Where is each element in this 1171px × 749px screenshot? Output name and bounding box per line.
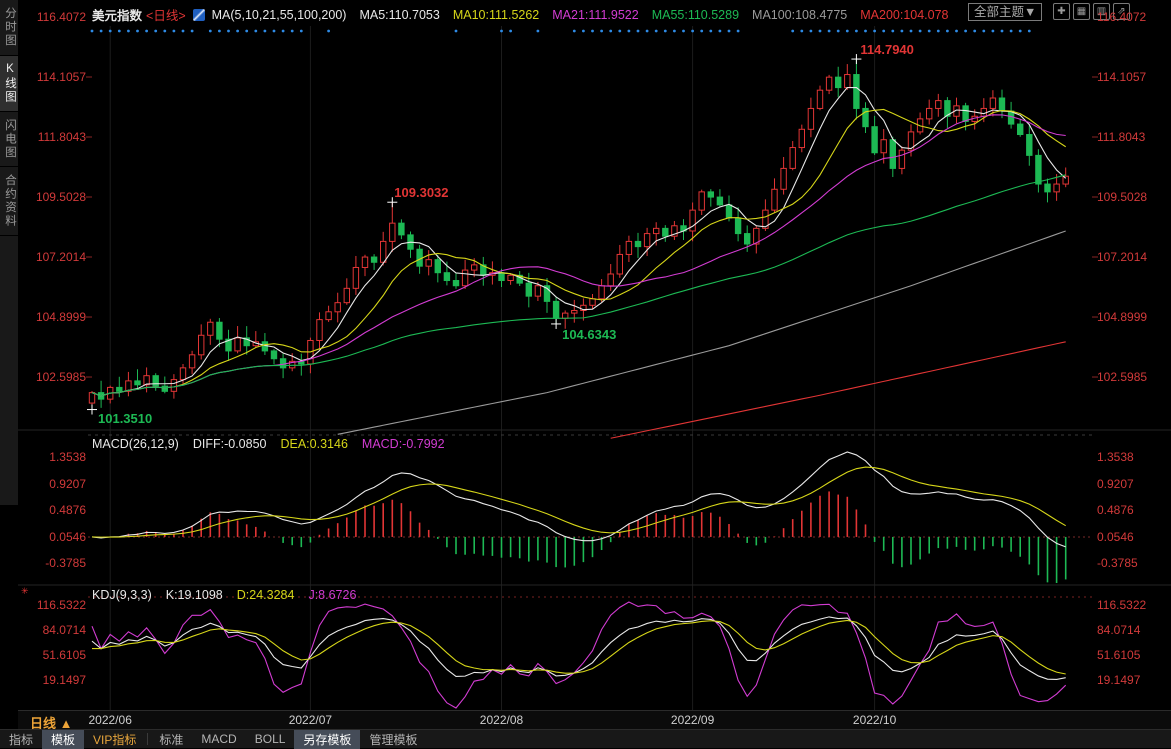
tab-divider <box>147 733 149 745</box>
kdj-d-value: D:24.3284 <box>236 588 295 602</box>
bottom-tab-7[interactable]: 管理模板 <box>369 732 418 747</box>
ma-legend-item-2: MA21:111.9522 <box>552 7 639 22</box>
ma-legend-item-1: MA10:111.5262 <box>452 7 540 22</box>
ma-legend-item-0: MA5:110.7053 <box>359 7 440 22</box>
date-axis-label: 2022/08 <box>479 713 524 727</box>
bottom-tab-1[interactable]: 模板 <box>42 729 85 749</box>
bottom-tab-2[interactable]: VIP指标 <box>93 732 137 747</box>
kdj-axis-label-right: 116.5322 <box>1097 598 1147 612</box>
bottom-tab-3[interactable]: 标准 <box>159 732 184 747</box>
macd-dea-value: DEA:0.3146 <box>280 437 348 451</box>
price-axis-label-left: 107.2014 <box>35 250 86 264</box>
price-axis-label-left: 111.8043 <box>37 130 86 144</box>
crosshair-icon[interactable]: ✚ <box>1053 3 1070 20</box>
kdj-k-value: K:19.1098 <box>165 588 223 602</box>
ma-params-label: MA(5,10,21,55,100,200) <box>211 7 347 22</box>
ma-legend-item-4: MA100:108.4775 <box>752 7 848 22</box>
sidebar-item-3[interactable]: 合约资料 <box>0 167 18 236</box>
macd-header: MACD(26,12,9) DIFF:-0.0850 DEA:0.3146 MA… <box>92 437 445 451</box>
panel-alert-icon: ✳ <box>21 586 29 596</box>
period-selector[interactable]: 日线 ▲ <box>30 713 73 732</box>
price-axis-label-left: 104.8999 <box>35 310 86 325</box>
macd-axis-label-right: 0.9207 <box>1097 477 1134 491</box>
price-axis-label-left: 102.5985 <box>35 370 86 385</box>
popout-icon[interactable]: ⇗ <box>1113 3 1130 20</box>
price-axis-label-left: 114.1057 <box>36 70 86 84</box>
macd-title: MACD(26,12,9) <box>92 437 179 451</box>
period-selector-label: 日线 <box>30 716 57 731</box>
kdj-axis-label-left: 116.5322 <box>36 598 86 612</box>
date-axis-label: 2022/06 <box>88 713 132 727</box>
period-up-arrow-icon: ▲ <box>59 716 73 731</box>
ma-legend-item-5: MA200:104.078 <box>860 7 949 22</box>
price-axis-label-left: 116.4072 <box>36 10 86 24</box>
mini-chart-icon[interactable] <box>192 8 205 21</box>
kdj-header: KDJ(9,3,3) K:19.1098 D:24.3284 J:8.6726 <box>92 588 356 602</box>
instrument-name: 美元指数 <box>92 9 143 23</box>
panel-layout-icon[interactable]: ▦ <box>1073 3 1090 20</box>
sidebar-item-0[interactable]: 分时图 <box>0 0 18 56</box>
macd-axis-label-left: -0.3785 <box>45 556 86 570</box>
date-axis-row: 日线 ▲ 2022/06 2022/07 2022/08 2022/09 2022/10 <box>18 710 1171 732</box>
kdj-axis-label-right: 84.0714 <box>1097 623 1141 637</box>
extreme-annotation-high: 114.7940 <box>860 42 914 58</box>
macd-axis-label-left: 0.4876 <box>49 503 86 517</box>
macd-macd-value: MACD:-0.7992 <box>361 437 445 451</box>
date-axis-label: 2022/09 <box>670 713 715 727</box>
date-axis-label: 2022/10 <box>852 713 897 727</box>
ma-legend: MA(5,10,21,55,100,200) MA5:110.7053 MA10:… <box>212 8 949 22</box>
bottom-tab-6[interactable]: 另存模板 <box>294 729 361 749</box>
template-tab-bar: 指标 模板 VIP指标 标准 MACD BOLL 另存模板 管理模板 <box>0 729 1171 749</box>
kdj-axis-label-left: 51.6105 <box>42 648 86 662</box>
bottom-tab-4[interactable]: MACD <box>201 732 237 746</box>
sidebar-item-2[interactable]: 闪电图 <box>0 112 18 167</box>
macd-axis-label-right: 1.3538 <box>1097 450 1134 464</box>
price-axis-label-right: 116.4072 <box>1097 10 1147 24</box>
kdj-j-value: J:8.6726 <box>308 588 357 602</box>
price-axis-label-left: 109.5028 <box>35 190 86 204</box>
price-axis-label-right: 102.5985 <box>1097 370 1148 385</box>
macd-axis-label-left: 0.0546 <box>49 530 86 544</box>
price-axis-label-right: 109.5028 <box>1097 190 1148 204</box>
price-axis-label-right: 111.8043 <box>1097 130 1146 144</box>
instrument-title-area: 美元指数 <日线> MA(5,10,21,55,100,200) MA5:110… <box>92 5 949 24</box>
bottom-tab-0[interactable]: 指标 <box>9 732 34 747</box>
macd-axis-label-left: 1.3538 <box>49 450 86 464</box>
top-bar: 美元指数 <日线> MA(5,10,21,55,100,200) MA5:110… <box>18 0 1171 26</box>
extreme-annotation-low: 101.3510 <box>98 410 153 426</box>
chart-type-sidebar: 分时图 K线图 闪电图 合约资料 <box>0 0 18 505</box>
macd-axis-label-right: 0.4876 <box>1097 503 1134 517</box>
kdj-axis-label-left: 84.0714 <box>42 623 86 637</box>
macd-axis-label-left: 0.9207 <box>49 477 86 491</box>
extreme-annotation-high: 109.3032 <box>394 185 449 201</box>
price-axis-label-right: 104.8999 <box>1097 310 1148 325</box>
macd-axis-label-right: -0.3785 <box>1097 556 1138 570</box>
kdj-axis-label-right: 19.1497 <box>1097 673 1141 687</box>
period-tag: <日线> <box>146 9 186 23</box>
price-axis-label-right: 107.2014 <box>1097 250 1148 264</box>
extreme-annotation-low: 104.6343 <box>562 326 617 342</box>
macd-axis-label-right: 0.0546 <box>1097 530 1134 544</box>
kdj-axis-label-right: 51.6105 <box>1097 648 1141 662</box>
price-axis-label-right: 114.1057 <box>1097 70 1147 84</box>
date-axis-label: 2022/07 <box>288 713 333 727</box>
kdj-title: KDJ(9,3,3) <box>92 588 152 602</box>
sidebar-item-1[interactable]: K线图 <box>0 55 18 112</box>
ma-legend-item-3: MA55:110.5289 <box>651 7 740 22</box>
chart-style-icon[interactable]: ▥ <box>1093 3 1110 20</box>
macd-diff-value: DIFF:-0.0850 <box>192 437 267 451</box>
kdj-axis-label-left: 19.1497 <box>42 673 86 687</box>
toolbar-icon-group: ✚ ▦ ▥ ⇗ <box>1053 3 1130 20</box>
bottom-tab-5[interactable]: BOLL <box>254 732 286 746</box>
theme-dropdown-button[interactable]: 全部主题▼ <box>968 3 1043 21</box>
